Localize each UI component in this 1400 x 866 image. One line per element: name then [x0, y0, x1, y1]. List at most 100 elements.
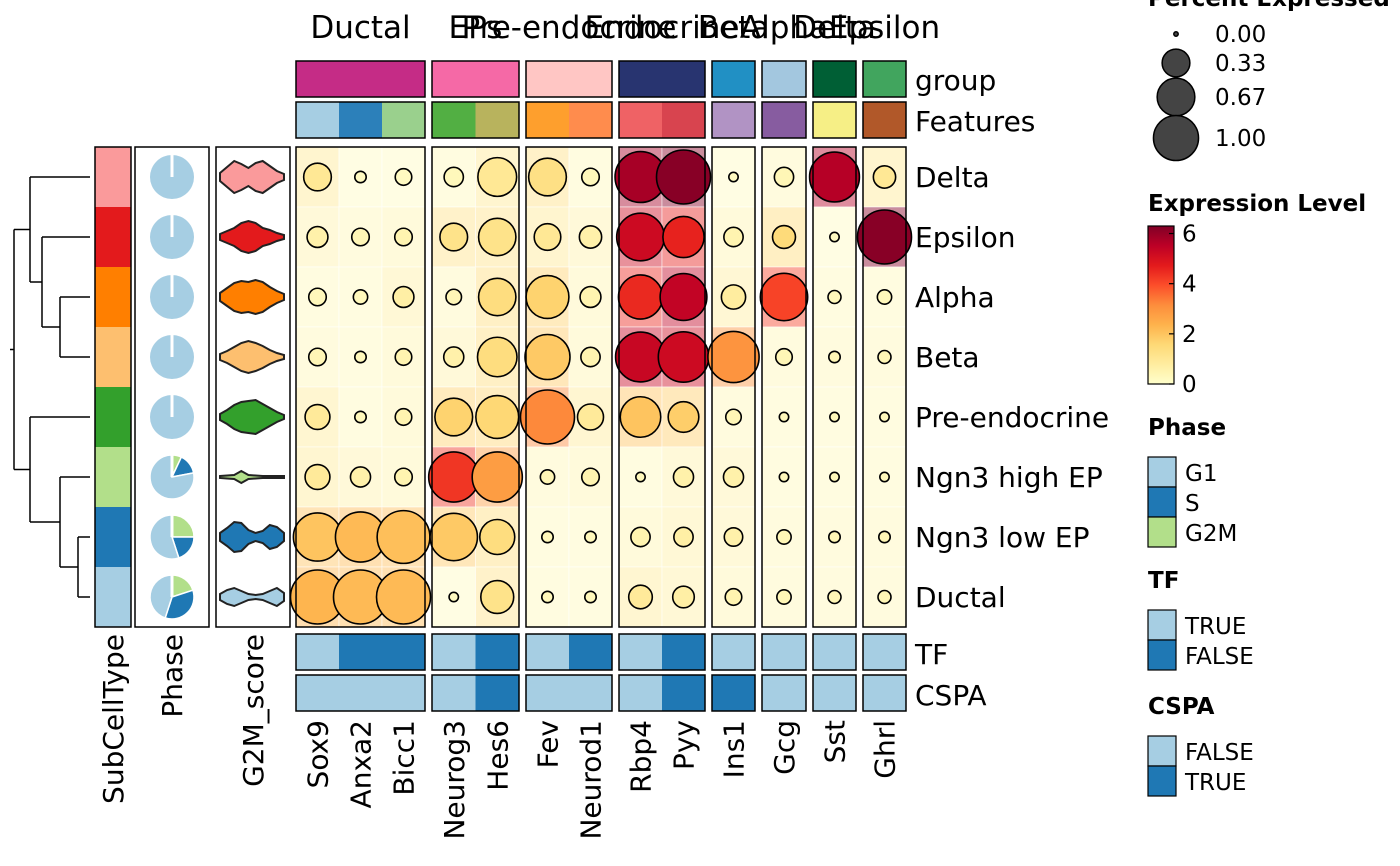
- dot-pre-endocrine-neurog3: [434, 397, 474, 437]
- annotation-tf-sox9: [296, 634, 339, 670]
- dot-delta-fev: [527, 157, 568, 197]
- dot-ngn3-low-ep-pyy: [673, 526, 694, 548]
- legend-label-phase-s: S: [1185, 491, 1200, 517]
- row-dendrogram: [10, 176, 90, 598]
- dot-ductal-bicc1: [375, 569, 432, 625]
- dot-ngn3-low-ep-ghrl: [877, 530, 892, 544]
- group-title-alpha: Alpha: [740, 10, 828, 46]
- annotation-cspa-ins1: [712, 675, 755, 711]
- annotation-cspa-sst: [813, 675, 856, 711]
- dot-pre-endocrine-pyy: [667, 400, 700, 434]
- annotation-block-border: [812, 633, 857, 671]
- g2m-violin-pre-endocrine: [219, 398, 285, 436]
- dot-ngn3-high-ep-sox9: [304, 463, 331, 491]
- dot-ngn3-low-ep-neurod1: [583, 530, 598, 544]
- phase-slice-g1: [149, 574, 173, 619]
- column-label-ghrl: Ghrl: [869, 720, 902, 779]
- feature-color-rbp4: [619, 102, 662, 138]
- legend-percent-dot: [1161, 48, 1191, 78]
- legend-percent-label: 0.33: [1215, 51, 1266, 77]
- dot-epsilon-neurod1: [578, 225, 603, 249]
- dot-ductal-neurod1: [583, 590, 598, 604]
- main-heatmap: Delta Epsilon Alpha Beta Pre-endocrine Ngn3 h…: [289, 146, 1109, 628]
- subcelltype-cell-ngn3-low-ep: [95, 507, 131, 567]
- annotation-label-tf: TF: [914, 638, 948, 671]
- dot-beta-gcg: [774, 347, 794, 367]
- dot-ngn3-high-ep-bicc1: [393, 467, 414, 487]
- row-label-epsilon: Epsilon: [915, 221, 1016, 254]
- dot-beta-bicc1: [394, 347, 413, 367]
- annotation-cspa-anxa2: [339, 675, 382, 711]
- annotation-block-border: [525, 633, 613, 671]
- dot-alpha-anxa2: [352, 289, 369, 305]
- dot-epsilon-ghrl: [856, 209, 913, 265]
- legend-key-phase-s: [1147, 486, 1177, 518]
- dot-alpha-ins1: [720, 284, 747, 310]
- row-label-delta: Delta: [915, 161, 990, 194]
- dot-epsilon-bicc1: [393, 227, 414, 247]
- legend-percent-dot: [1173, 31, 1179, 37]
- dot-epsilon-sst: [829, 231, 840, 243]
- feature-block-border: [711, 101, 756, 139]
- dot-ductal-ins1: [724, 587, 743, 607]
- heatmap-block-border: [525, 146, 613, 628]
- annotation-tf-gcg: [762, 634, 806, 670]
- colorbar-tick-label: 6: [1182, 222, 1197, 248]
- dot-ngn3-high-ep-fev: [539, 469, 556, 485]
- annotation-block-border: [431, 633, 520, 671]
- column-label-neurod1: Neurod1: [575, 720, 608, 840]
- annotation-block-border: [761, 633, 807, 671]
- dot-ngn3-low-ep-ins1: [723, 526, 744, 548]
- dot-beta-sst: [827, 350, 842, 364]
- annotation-tf-pyy: [662, 634, 705, 670]
- dot-delta-hes6: [477, 156, 518, 198]
- dot-alpha-neurod1: [579, 285, 602, 309]
- group-title-eps: EPs: [449, 10, 503, 46]
- feature-block-border: [812, 101, 857, 139]
- dot-pre-endocrine-ghrl: [879, 411, 890, 423]
- dot-delta-ghrl: [872, 165, 897, 189]
- group-title-delta: Delta: [793, 10, 876, 46]
- legend-percent-dot: [1156, 77, 1196, 117]
- legend-percent-label: 1.00: [1215, 126, 1266, 152]
- annotation-block-border: [295, 674, 426, 712]
- heatmap-block-border: [812, 146, 857, 628]
- colorbar-tick-label: 4: [1182, 272, 1197, 298]
- subcelltype-cell-beta: [95, 327, 131, 387]
- heatmap-block-border: [295, 146, 426, 628]
- dot-ngn3-low-ep-neurog3: [429, 512, 479, 562]
- legend-key-tf-true: [1147, 609, 1177, 641]
- feature-color-bicc1: [382, 102, 425, 138]
- annotation-cspa-gcg: [762, 675, 806, 711]
- dot-beta-hes6: [476, 336, 518, 378]
- feature-color-ins1: [712, 102, 755, 138]
- column-label-neurog3: Neurog3: [438, 720, 471, 840]
- legend-label-cspa-false: FALSE: [1185, 740, 1254, 766]
- group-title-endocrine: Endocrine: [585, 10, 740, 46]
- annotation-block-border: [295, 633, 426, 671]
- dot-ngn3-high-ep-gcg: [778, 471, 790, 483]
- annotation-tf-hes6: [475, 634, 519, 670]
- legend-title-cspa: CSPA: [1148, 694, 1215, 720]
- annotation-tf-ins1: [712, 634, 755, 670]
- left-annotation-label-g2m-score: G2M_score: [237, 634, 270, 787]
- heatmap-block-border: [862, 146, 907, 628]
- annotation-block-border: [618, 633, 706, 671]
- column-label-fev: Fev: [532, 720, 565, 768]
- dot-ngn3-high-ep-neurog3: [427, 451, 480, 503]
- g2m-violin-epsilon: [219, 219, 285, 255]
- legend-key-cspa-false: [1147, 735, 1177, 767]
- legend-percent-label: 0.67: [1215, 85, 1266, 111]
- g2m-violin-ngn3-high-ep: [219, 469, 285, 485]
- feature-color-neurog3: [432, 102, 476, 138]
- dot-delta-ins1: [728, 171, 739, 183]
- legend-label-cspa-true: TRUE: [1184, 770, 1246, 796]
- annotation-tf-anxa2: [339, 634, 382, 670]
- dot-epsilon-fev: [533, 222, 562, 252]
- group-bar-beta: [711, 60, 756, 98]
- g2m-violin-ductal: [219, 586, 285, 608]
- subcelltype-cell-epsilon: [95, 207, 131, 267]
- legend-percent-dot: [1152, 114, 1200, 162]
- dot-delta-pyy: [655, 149, 712, 205]
- dot-beta-anxa2: [353, 350, 368, 364]
